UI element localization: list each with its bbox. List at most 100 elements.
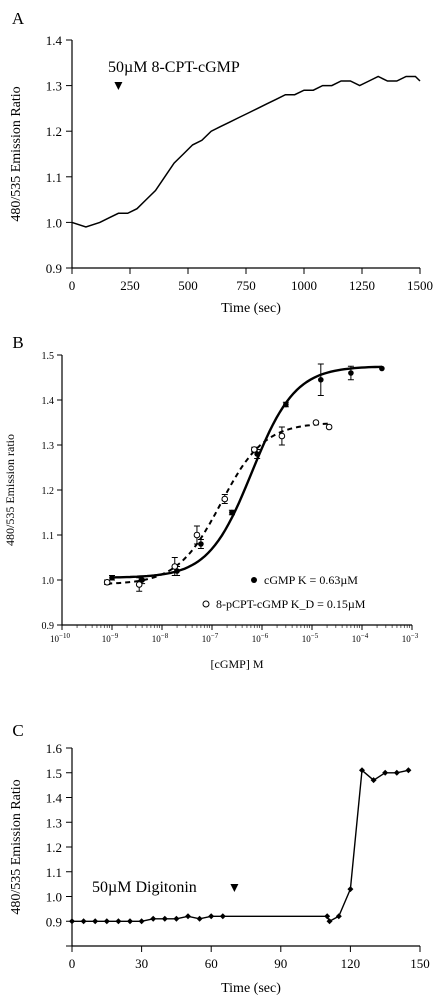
data-point — [326, 918, 333, 925]
x-tick-label: 0 — [69, 278, 76, 293]
data-point — [347, 886, 354, 893]
tick-base: 10 — [102, 634, 112, 644]
y-tick-label: 1.5 — [42, 351, 55, 362]
data-point-cgmp — [198, 541, 204, 547]
data-point — [335, 913, 342, 920]
y-tick-label: 1.3 — [42, 441, 55, 452]
data-point-cgmp — [283, 401, 289, 408]
data-point-8pcpt — [250, 446, 258, 453]
y-axis-label: 480/535 Emission Ratio — [9, 779, 24, 914]
data-point-8pcpt — [221, 495, 229, 503]
x-tick-label: 10−6 — [252, 632, 269, 644]
annotation-marker — [114, 82, 123, 90]
tick-base: 10 — [302, 634, 312, 644]
x-tick-label: 750 — [236, 278, 256, 293]
y-tick-label: 1.4 — [46, 33, 63, 48]
x-tick-label: 1000 — [291, 278, 317, 293]
y-tick-label: 1.1 — [46, 865, 62, 880]
tick-exponent: −7 — [211, 632, 219, 640]
data-point-cgmp — [109, 574, 115, 581]
x-axis-label: Time (sec) — [221, 301, 281, 316]
panel-label-b: B — [12, 333, 23, 352]
tick-exponent: −6 — [261, 632, 269, 640]
x-axis-label: Time (sec) — [221, 981, 281, 996]
legend-label-cgmp: cGMP K = 0.63µM — [264, 573, 358, 587]
legend-marker-8pcpt — [202, 600, 210, 608]
tick-base: 10 — [252, 634, 262, 644]
x-tick-label: 60 — [205, 956, 218, 971]
tick-exponent: −4 — [361, 632, 369, 640]
data-point — [393, 769, 400, 776]
x-tick-label: 10−9 — [102, 632, 119, 644]
y-tick-label: 1.3 — [46, 79, 62, 94]
x-tick-label: 150 — [410, 956, 430, 971]
data-point — [150, 915, 157, 922]
x-tick-label: 10−8 — [152, 632, 169, 644]
data-point-8pcpt — [171, 563, 179, 570]
legend-marker-cgmp — [251, 577, 257, 583]
data-point-cgmp — [348, 370, 354, 376]
panel-a: A 0.9 1.0 1.1 1.2 1.3 1.4 0 250 500 750 1000 1250 150… — [9, 9, 433, 316]
data-point — [185, 913, 191, 920]
annotation-marker — [230, 884, 239, 892]
y-tick-label: 0.9 — [42, 621, 55, 632]
annotation-text: 50µM Digitonin — [92, 879, 197, 896]
x-tick-label: 30 — [135, 956, 148, 971]
x-axis-label: [cGMP] M — [211, 657, 264, 671]
y-tick-label: 1.0 — [42, 576, 55, 587]
x-tick-label: 1250 — [349, 278, 375, 293]
data-point — [92, 918, 99, 925]
data-point — [370, 777, 377, 784]
annotation-text: 50µM 8-CPT-cGMP — [108, 59, 240, 76]
tick-base: 10 — [202, 634, 212, 644]
data-point — [196, 915, 203, 922]
data-point — [219, 913, 226, 920]
y-tick-label: 0.9 — [46, 914, 62, 929]
data-point — [382, 769, 389, 776]
series-line — [72, 768, 409, 923]
y-tick-label: 1.1 — [46, 170, 62, 185]
x-tick-label: 10−4 — [352, 632, 369, 644]
data-point-8pcpt — [193, 531, 201, 539]
y-tick-label: 1.6 — [46, 741, 63, 756]
x-tick-label: 250 — [120, 278, 140, 293]
y-tick-label: 1.2 — [46, 124, 62, 139]
data-point — [69, 918, 75, 925]
data-point-cgmp — [318, 376, 324, 383]
tick-exponent: −5 — [311, 632, 319, 640]
data-point — [138, 918, 145, 925]
data-point-8pcpt — [278, 432, 286, 440]
data-point-8pcpt — [135, 581, 143, 588]
y-tick-label: 1.5 — [46, 766, 62, 781]
y-tick-label: 1.0 — [46, 890, 62, 905]
tick-exponent: −10 — [59, 632, 70, 640]
data-point-cgmp — [254, 451, 260, 457]
data-point — [115, 918, 122, 925]
data-point — [324, 913, 331, 920]
data-point — [405, 767, 412, 774]
panel-label-a: A — [12, 9, 25, 28]
y-tick-label: 1.1 — [42, 531, 55, 542]
tick-exponent: −9 — [111, 632, 119, 640]
x-tick-label: 10−7 — [202, 632, 219, 644]
y-tick-label: 1.3 — [46, 815, 62, 830]
tick-base: 10 — [352, 634, 362, 644]
fit-curve-8pcpt — [107, 422, 330, 585]
panel-label-c: C — [12, 721, 23, 740]
y-tick-label: 1.4 — [42, 396, 55, 407]
series-line — [71, 75, 421, 228]
data-point-cgmp — [139, 577, 145, 583]
data-point — [80, 918, 87, 925]
tick-base: 10 — [152, 634, 162, 644]
data-point-8pcpt — [325, 423, 333, 431]
x-tick-label: 120 — [341, 956, 361, 971]
y-tick-label: 1.0 — [46, 215, 62, 230]
y-tick-label: 1.4 — [46, 791, 63, 806]
y-axis-label: 480/535 Emission ratio — [3, 434, 17, 546]
data-point — [103, 918, 110, 925]
data-point — [161, 915, 168, 922]
tick-exponent: −3 — [411, 632, 419, 640]
data-point-8pcpt — [312, 419, 320, 426]
panel-b: B0.91.01.11.21.31.41.510−10 10−9 10−8 10−7 1… — [3, 333, 419, 671]
